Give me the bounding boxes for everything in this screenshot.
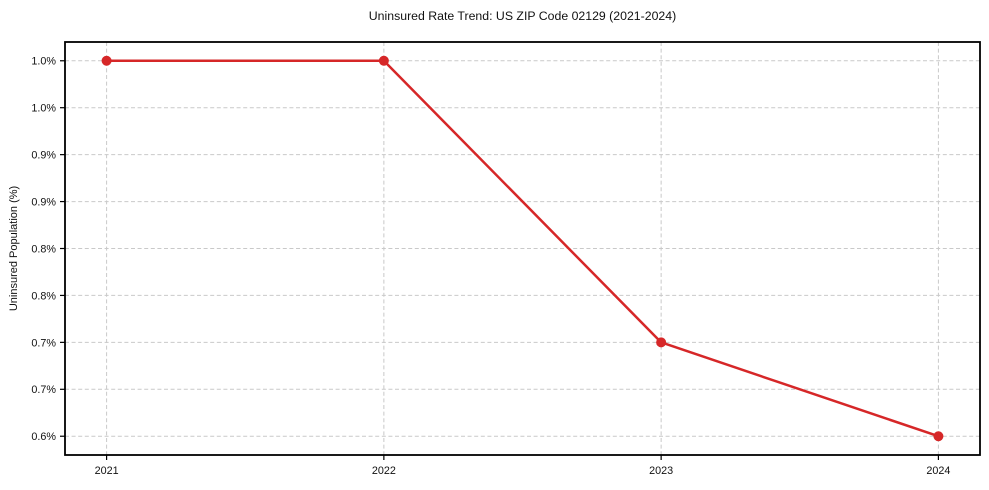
y-tick-label: 0.7% bbox=[31, 337, 56, 349]
data-point-marker bbox=[656, 337, 667, 348]
data-point-marker bbox=[933, 431, 944, 442]
y-axis-label: Uninsured Population (%) bbox=[8, 186, 20, 311]
plot-area-border bbox=[64, 41, 981, 456]
y-tick-label: 0.7% bbox=[31, 384, 56, 396]
tick-layer bbox=[60, 60, 940, 460]
y-tick-label: 1.0% bbox=[31, 56, 56, 68]
grid-layer bbox=[65, 42, 980, 455]
y-tick-label: 0.9% bbox=[31, 150, 56, 162]
tick-label-layer: 2021 2022 2023 2024 1.0% 1.0% 0.9% 0.9% 0.8% 0.8%… bbox=[31, 56, 950, 477]
x-tick-label: 2023 bbox=[649, 465, 673, 477]
trend-line bbox=[105, 59, 940, 438]
y-tick-label: 1.0% bbox=[31, 103, 56, 115]
series-layer bbox=[101, 55, 944, 442]
chart-title: Uninsured Rate Trend: US ZIP Code 02129 … bbox=[369, 9, 676, 23]
y-tick-label: 0.8% bbox=[31, 290, 56, 302]
x-tick-label: 2024 bbox=[926, 465, 950, 477]
x-tick-label: 2022 bbox=[372, 465, 396, 477]
data-point-marker bbox=[101, 55, 112, 66]
y-tick-label: 0.6% bbox=[31, 431, 56, 443]
data-point-marker bbox=[378, 55, 389, 66]
y-tick-label: 0.9% bbox=[31, 196, 56, 208]
y-tick-label: 0.8% bbox=[31, 243, 56, 255]
x-tick-label: 2021 bbox=[95, 465, 119, 477]
